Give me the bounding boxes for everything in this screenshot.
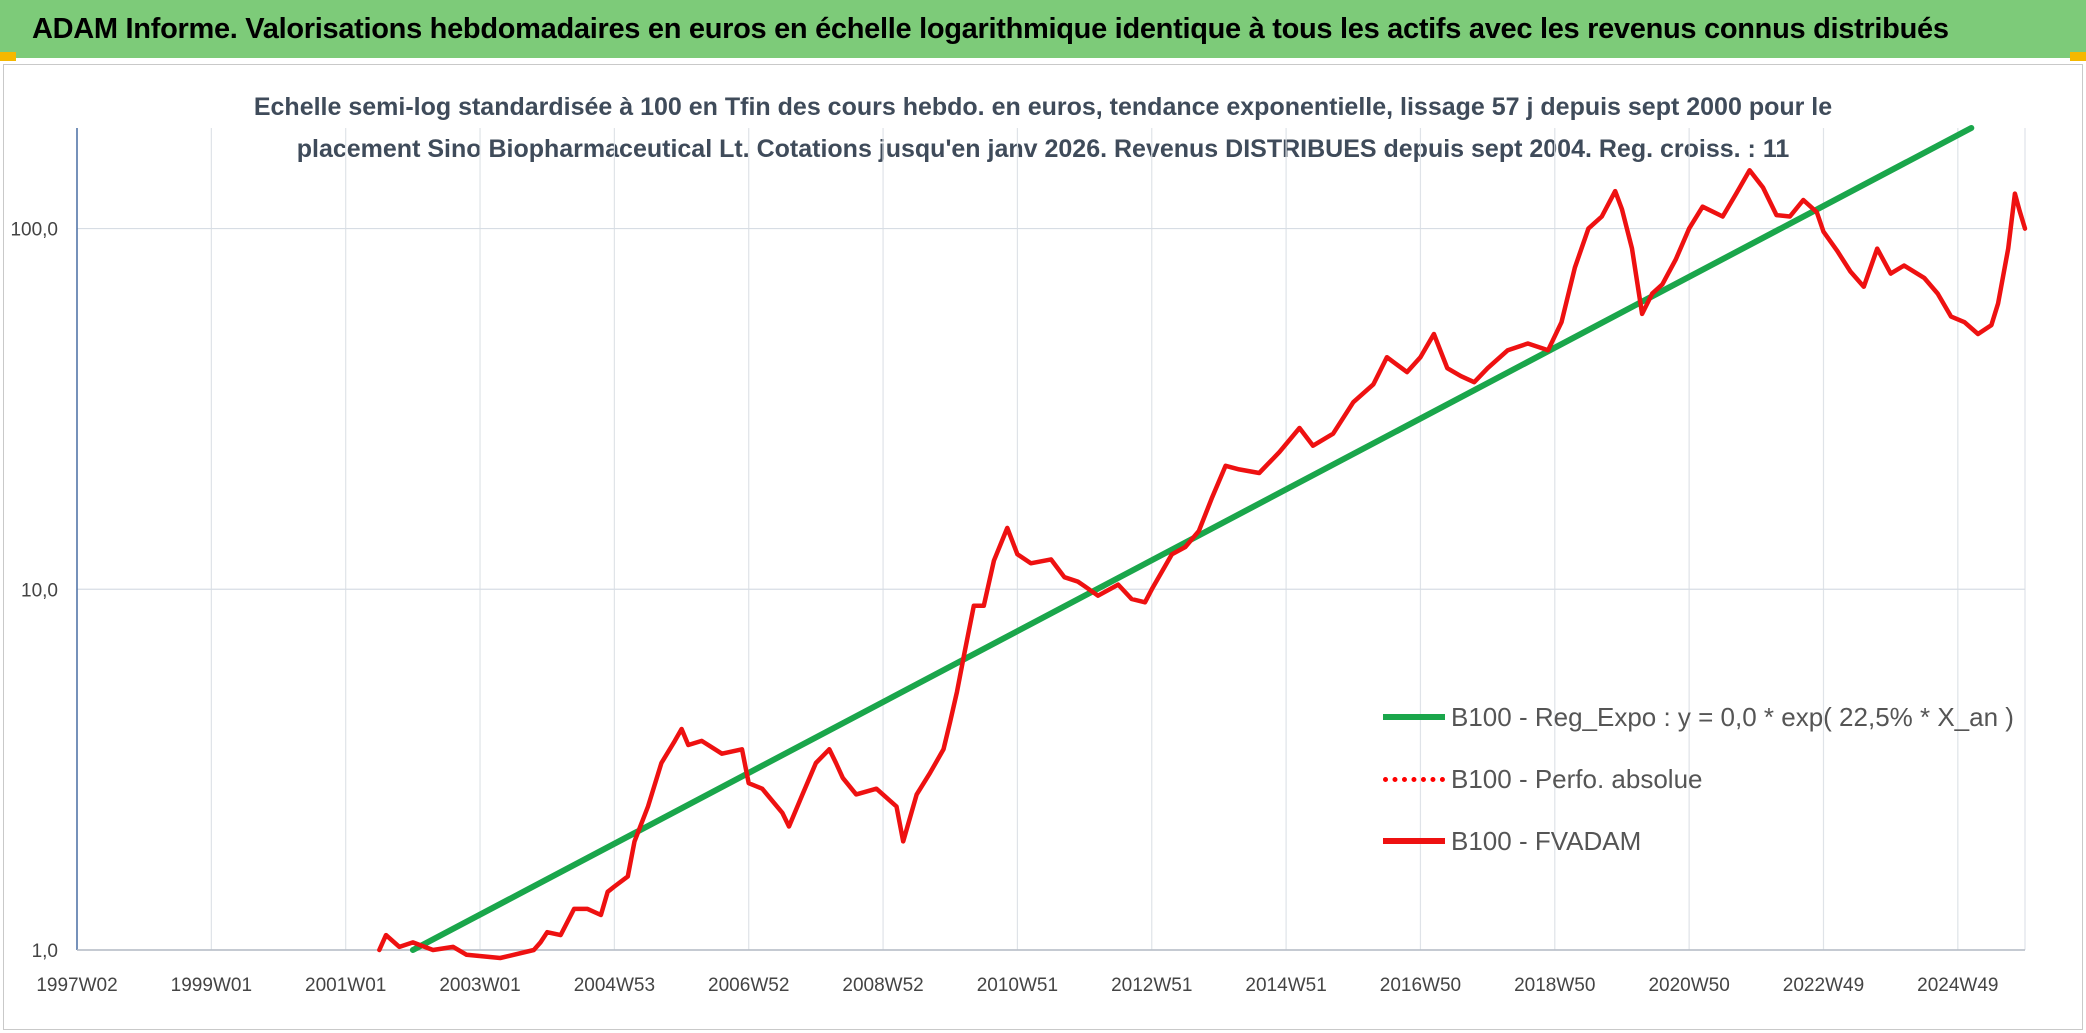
- x-tick-label: 2018W50: [1514, 975, 1595, 996]
- legend-item: B100 - Perfo. absolue: [1383, 748, 2014, 810]
- y-tick-label: 100,0: [10, 220, 58, 241]
- x-tick-label: 2016W50: [1380, 975, 1461, 996]
- x-tick-label: 1997W02: [36, 975, 117, 996]
- chart-area: [3, 64, 2083, 1030]
- legend-swatch: [1383, 776, 1445, 782]
- x-tick-label: 2010W51: [977, 975, 1058, 996]
- chart-legend: B100 - Reg_Expo : y = 0,0 * exp( 22,5% *…: [1383, 686, 2014, 872]
- x-tick-label: 2001W01: [305, 975, 386, 996]
- x-tick-label: 2022W49: [1783, 975, 1864, 996]
- x-tick-label: 2003W01: [439, 975, 520, 996]
- report-header: ADAM Informe. Valorisations hebdomadaire…: [0, 0, 2086, 58]
- x-tick-label: 2004W53: [574, 975, 655, 996]
- corner-marker-right: [2070, 52, 2086, 61]
- legend-item: B100 - FVADAM: [1383, 810, 2014, 872]
- chart-title-line-1: Echelle semi-log standardisée à 100 en T…: [253, 93, 1833, 121]
- x-tick-label: 2024W49: [1917, 975, 1998, 996]
- series-line-3: [377, 168, 2028, 961]
- x-tick-label: 2006W52: [708, 975, 789, 996]
- y-tick-label: 10,0: [21, 580, 58, 601]
- report-title: ADAM Informe. Valorisations hebdomadaire…: [32, 12, 1949, 45]
- chart-title-line-2: placement Sino Biopharmaceutical Lt. Cot…: [296, 135, 1790, 163]
- y-tick-label: 1,0: [32, 941, 58, 962]
- x-tick-label: 2012W51: [1111, 975, 1192, 996]
- legend-item: B100 - Reg_Expo : y = 0,0 * exp( 22,5% *…: [1383, 686, 2014, 748]
- x-tick-label: 2020W50: [1648, 975, 1729, 996]
- legend-swatch: [1383, 714, 1445, 720]
- x-tick-label: 2008W52: [842, 975, 923, 996]
- corner-marker-left: [0, 52, 16, 61]
- x-tick-label: 1999W01: [171, 975, 252, 996]
- legend-label: B100 - FVADAM: [1451, 825, 1642, 856]
- legend-label: B100 - Reg_Expo : y = 0,0 * exp( 22,5% *…: [1451, 701, 2014, 732]
- legend-label: B100 - Perfo. absolue: [1451, 763, 1703, 794]
- chart-title: Echelle semi-log standardisée à 100 en T…: [0, 86, 2086, 170]
- legend-swatch: [1383, 838, 1445, 844]
- x-tick-label: 2014W51: [1245, 975, 1326, 996]
